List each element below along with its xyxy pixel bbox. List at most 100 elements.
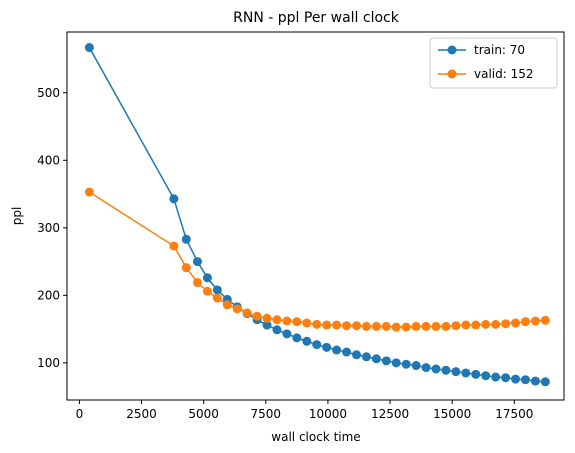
data-point-valid xyxy=(181,263,191,273)
data-point-valid xyxy=(530,316,540,326)
data-point-valid xyxy=(481,319,491,329)
data-point-valid xyxy=(441,321,451,331)
data-point-train xyxy=(192,257,202,267)
data-point-valid xyxy=(262,313,272,323)
data-point-train xyxy=(471,369,481,379)
x-tick-label: 7500 xyxy=(251,407,282,421)
y-tick-label: 300 xyxy=(37,221,60,235)
data-point-train xyxy=(441,365,451,375)
data-point-train xyxy=(262,320,272,330)
data-point-train xyxy=(342,347,352,357)
y-axis-label: ppl xyxy=(10,207,24,226)
data-point-train xyxy=(332,345,342,355)
data-point-train xyxy=(181,234,191,244)
data-point-valid xyxy=(520,317,530,327)
x-tick-label: 17500 xyxy=(495,407,533,421)
legend: train: 70 valid: 152 xyxy=(429,37,558,89)
data-point-valid xyxy=(401,322,411,332)
data-point-valid xyxy=(461,320,471,330)
data-point-train xyxy=(212,285,222,295)
data-point-valid xyxy=(361,321,371,331)
data-point-train xyxy=(431,364,441,374)
data-point-valid xyxy=(169,241,179,251)
data-point-valid xyxy=(202,286,212,296)
data-point-valid xyxy=(491,319,501,329)
data-point-train xyxy=(451,367,461,377)
y-tick-label: 200 xyxy=(37,288,60,302)
data-point-valid xyxy=(242,308,252,318)
data-point-train xyxy=(491,372,501,382)
data-point-valid xyxy=(431,321,441,331)
y-tick-label: 500 xyxy=(37,86,60,100)
x-axis-label: wall clock time xyxy=(271,430,360,444)
plot-frame xyxy=(66,31,565,401)
data-point-valid xyxy=(451,321,461,331)
data-point-train xyxy=(461,368,471,378)
data-point-valid xyxy=(371,321,381,331)
data-point-train xyxy=(282,329,292,339)
data-point-valid xyxy=(322,320,332,330)
data-point-valid xyxy=(84,187,94,197)
data-point-valid xyxy=(272,315,282,325)
data-point-valid xyxy=(192,278,202,288)
data-point-valid xyxy=(421,321,431,331)
data-point-train xyxy=(530,376,540,386)
legend-label-valid: valid: 152 xyxy=(474,67,534,81)
legend-label-train: train: 70 xyxy=(474,43,525,57)
series-layer xyxy=(84,43,550,387)
x-tick-label: 12500 xyxy=(371,407,409,421)
series-line-valid xyxy=(88,191,546,328)
data-point-train xyxy=(511,374,521,384)
data-point-valid xyxy=(232,304,242,314)
series-line-train xyxy=(88,47,546,383)
y-axis: 100 200 300 400 500 xyxy=(37,86,67,370)
data-point-valid xyxy=(352,321,361,331)
plot-area xyxy=(66,31,565,401)
data-point-train xyxy=(401,359,411,369)
x-axis: 0 2500 5000 7500 10000 12500 15000 17500 xyxy=(76,400,533,421)
data-point-valid xyxy=(381,321,391,331)
data-point-train xyxy=(202,273,212,283)
chart-title: RNN - ppl Per wall clock xyxy=(233,10,400,26)
data-point-train xyxy=(481,371,491,381)
data-point-valid xyxy=(222,300,232,310)
y-tick-label: 400 xyxy=(37,153,60,167)
x-tick-label: 2500 xyxy=(126,407,157,421)
data-point-valid xyxy=(252,311,262,321)
data-point-train xyxy=(84,43,94,53)
data-point-train xyxy=(292,333,302,343)
data-point-train xyxy=(411,361,421,371)
data-point-valid xyxy=(332,320,342,330)
data-point-valid xyxy=(471,320,481,330)
x-tick-label: 10000 xyxy=(309,407,347,421)
data-point-valid xyxy=(302,318,312,328)
legend-marker-valid xyxy=(447,69,457,79)
data-point-valid xyxy=(212,293,222,303)
data-point-train xyxy=(169,194,179,204)
y-tick-label: 100 xyxy=(37,356,60,370)
data-point-valid xyxy=(292,317,302,327)
x-tick-label: 5000 xyxy=(188,407,219,421)
data-point-train xyxy=(361,352,371,362)
x-tick-label: 0 xyxy=(76,407,84,421)
data-point-train xyxy=(520,375,530,385)
legend-marker-train xyxy=(447,45,457,55)
data-point-valid xyxy=(511,318,521,328)
data-point-valid xyxy=(411,321,421,331)
data-point-train xyxy=(302,336,312,346)
data-point-train xyxy=(381,356,391,366)
data-point-train xyxy=(352,350,361,360)
data-point-train xyxy=(272,325,282,335)
data-point-valid xyxy=(282,316,292,326)
data-point-valid xyxy=(312,319,322,329)
data-point-train xyxy=(322,342,332,352)
data-point-train xyxy=(371,354,381,364)
data-point-train xyxy=(312,340,322,350)
data-point-valid xyxy=(342,321,352,331)
x-tick-label: 15000 xyxy=(433,407,471,421)
data-point-valid xyxy=(501,319,511,329)
data-point-valid xyxy=(391,322,401,332)
data-point-valid xyxy=(540,315,550,325)
data-point-train xyxy=(421,363,431,373)
